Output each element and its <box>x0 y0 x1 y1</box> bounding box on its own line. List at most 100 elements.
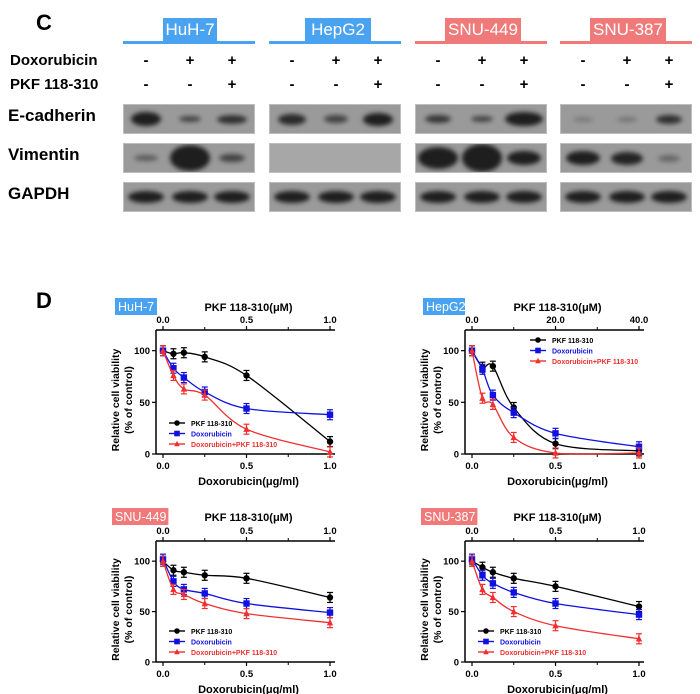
data-point <box>535 337 541 343</box>
y-axis-title: Relative cell viability <box>419 558 431 661</box>
data-point <box>510 409 517 416</box>
data-point <box>326 618 334 626</box>
treatment-sign: - <box>289 76 295 93</box>
data-point <box>180 385 188 392</box>
treatment-sign: + <box>373 52 383 69</box>
data-point <box>489 593 497 601</box>
data-point <box>479 394 486 401</box>
x-tick-label: 1.0 <box>323 669 336 680</box>
data-point <box>174 648 180 655</box>
protein-band <box>420 191 456 203</box>
data-point <box>243 405 250 412</box>
y-axis-title: Relative cell viability <box>419 348 431 451</box>
data-point <box>535 357 541 364</box>
data-point <box>510 589 517 596</box>
protein-band <box>425 115 451 123</box>
top-tick-label: 1.0 <box>323 526 336 537</box>
doxorubicin-row-label: Doxorubicin <box>10 52 98 69</box>
data-point <box>243 425 250 432</box>
chart-cell-tag: HuH-7 <box>118 300 154 314</box>
blot-label-gapdh: GAPDH <box>8 184 70 203</box>
legend-label: Doxorubicin <box>500 640 541 647</box>
blot-strip <box>560 182 692 212</box>
legend-label: Doxorubicin <box>191 432 232 439</box>
y-tick-label: 100 <box>134 346 150 357</box>
protein-band <box>609 191 645 203</box>
data-point <box>483 638 489 645</box>
y-tick-label: 100 <box>443 346 459 357</box>
cell-line-tag: HuH-7 <box>163 18 217 41</box>
data-point <box>326 438 334 445</box>
blot-strip <box>415 143 547 173</box>
top-tick-label: 1.0 <box>632 526 645 537</box>
data-point <box>479 585 486 593</box>
data-point <box>326 411 334 418</box>
protein-band <box>274 191 310 203</box>
y-tick-label: 50 <box>139 398 150 409</box>
legend-label: Doxorubicin+PKF 118-310 <box>191 650 277 657</box>
treatment-sign: + <box>185 52 195 69</box>
data-point <box>159 346 167 354</box>
pkf-row-label: PKF 118-310 <box>10 76 99 93</box>
data-point <box>326 609 334 616</box>
legend-label: Doxorubicin+PKF 118-310 <box>500 650 586 657</box>
data-point <box>326 448 334 455</box>
protein-band <box>611 151 643 165</box>
data-point <box>489 569 497 576</box>
treatment-sign: + <box>227 76 237 93</box>
data-point <box>552 622 559 629</box>
legend-label: Doxorubicin+PKF 118-310 <box>552 359 638 366</box>
data-point <box>180 590 188 598</box>
top-tick-label: 0.5 <box>240 315 254 326</box>
protein-band <box>217 114 247 124</box>
x-tick-label: 0.5 <box>240 669 254 680</box>
protein-band <box>172 191 208 203</box>
x-tick-label: 1.0 <box>323 461 336 472</box>
data-point <box>552 449 559 456</box>
protein-band <box>134 155 158 161</box>
protein-band <box>363 112 393 126</box>
protein-band <box>131 112 161 126</box>
data-point <box>468 346 476 354</box>
protein-band <box>324 115 348 123</box>
protein-band <box>462 144 502 172</box>
chart-cell-tag: HepG2 <box>426 300 466 314</box>
panel-c-letter: C <box>36 10 52 35</box>
x-axis-title: Doxorubicin(μg/ml) <box>198 476 299 488</box>
cell-line-underline <box>269 41 401 44</box>
treatment-sign: + <box>477 52 487 69</box>
treatment-sign: - <box>333 76 339 93</box>
data-point <box>479 572 486 579</box>
blot-strip <box>269 143 401 173</box>
blot-label-vimentin: Vimentin <box>8 145 80 164</box>
y-axis-title-2: (% of control) <box>432 576 444 644</box>
x-tick-label: 0.5 <box>549 669 563 680</box>
protein-band <box>219 154 245 162</box>
treatment-sign: - <box>435 76 441 93</box>
y-tick-label: 0 <box>145 450 150 461</box>
legend-label: Doxorubicin <box>191 640 232 647</box>
data-point <box>180 374 188 381</box>
data-point <box>635 611 643 618</box>
blot-strip <box>123 104 255 134</box>
data-point <box>479 564 486 571</box>
protein-band <box>617 116 637 122</box>
legend-label: PKF 118-310 <box>552 338 593 345</box>
protein-band <box>507 151 541 165</box>
treatment-sign: + <box>664 76 674 93</box>
protein-band <box>278 113 306 125</box>
chart-snu-449: SNU-449 PKF 118-310(μM) 0.0 0.5 1.0 0 50 100 0.0… <box>110 508 337 694</box>
y-tick-label: 0 <box>145 658 150 669</box>
data-point <box>174 430 180 437</box>
data-point <box>635 443 643 450</box>
y-axis-title-2: (% of control) <box>123 366 135 434</box>
protein-band <box>179 116 201 122</box>
data-point <box>489 391 497 399</box>
data-point <box>510 607 517 615</box>
protein-band <box>658 154 680 162</box>
data-point <box>170 350 177 357</box>
data-point <box>159 557 167 564</box>
data-point <box>552 600 559 607</box>
data-point <box>170 371 177 379</box>
cell-line-tag: HepG2 <box>305 18 371 41</box>
